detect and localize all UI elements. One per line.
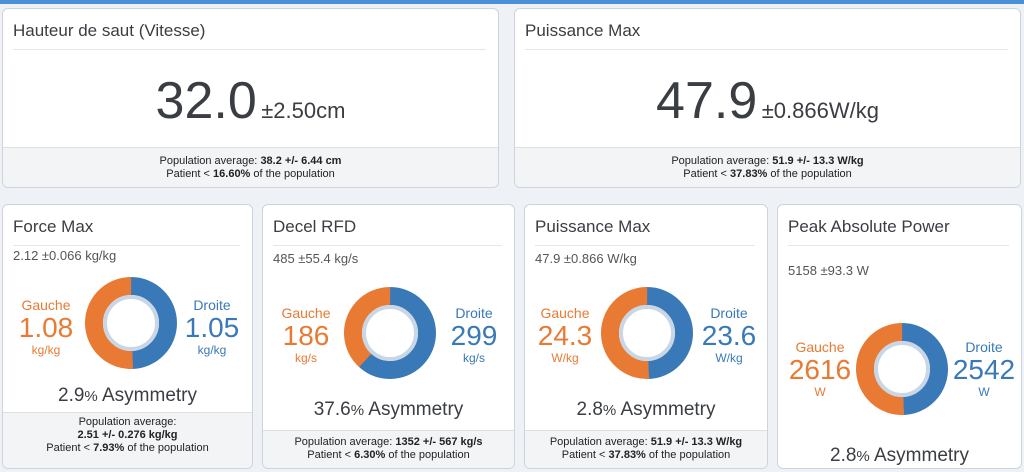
left-value: 2616: [788, 354, 852, 385]
card-hauteur-de-saut: Hauteur de saut (Vitesse) 32.0 ±2.50cm P…: [2, 8, 499, 188]
right-unit: W/kg: [715, 351, 743, 365]
metric-value: 32.0 ±2.50cm: [3, 71, 498, 131]
left-label: Gauche: [540, 305, 590, 321]
right-unit: W: [978, 385, 990, 399]
metric-error: ±0.866W/kg: [761, 98, 879, 123]
donut-inner-ring: [874, 341, 930, 397]
left-label: Gauche: [795, 339, 845, 355]
right-unit: kg/kg: [197, 343, 227, 357]
donut-inner-ring: [362, 305, 418, 361]
card-peak-absolute-power: Peak Absolute Power 5158 ±93.3 W Gauche …: [777, 204, 1022, 469]
population-footer: Population average: 1352 +/- 567 kg/s Pa…: [263, 430, 514, 468]
asymmetry-readout: 37.6% Asymmetry: [313, 399, 464, 420]
right-label: Droite: [965, 339, 1003, 355]
card-puissance-max-top: Puissance Max 47.9 ±0.866W/kg Population…: [514, 8, 1021, 188]
card-title: Puissance Max: [535, 217, 755, 246]
metric-value: 5158 ±93.3 W: [788, 263, 869, 278]
left-side: Gauche 2616 W: [782, 339, 858, 399]
left-unit: kg/kg: [31, 343, 61, 357]
left-unit: W: [814, 385, 826, 399]
right-side: Droite 23.6 W/kg: [693, 305, 765, 365]
left-side: Gauche 24.3 W/kg: [529, 305, 601, 365]
metric-number: 32.0: [155, 72, 257, 130]
asymmetry-donut: [856, 323, 948, 415]
population-average: Population average: 1352 +/- 567 kg/s: [294, 436, 483, 448]
right-value: 2542: [952, 354, 1016, 385]
right-value: 1.05: [184, 312, 240, 343]
right-side: Droite 299 kg/s: [439, 305, 509, 365]
asymmetry-readout: 2.9% Asymmetry: [58, 385, 197, 406]
metric-number: 47.9: [656, 72, 758, 130]
donut-inner-ring: [619, 305, 675, 361]
population-average: 2.51 +/- 0.276 kg/kg: [77, 429, 178, 441]
left-side: Gauche 186 kg/s: [271, 305, 341, 365]
left-label: Gauche: [281, 305, 331, 321]
donut-left-segment: [85, 277, 177, 369]
population-average: Population average: 51.9 +/- 13.3 W/kg: [671, 155, 864, 167]
left-unit: W/kg: [551, 351, 579, 365]
population-footer: Population average: 38.2 +/- 6.44 cm Pat…: [3, 147, 498, 187]
card-title: Puissance Max: [525, 21, 1008, 50]
left-label: Gauche: [21, 297, 71, 313]
right-label: Droite: [710, 305, 748, 321]
patient-percentile: Patient < 16.60% of the population: [166, 168, 335, 180]
card-puissance-max-bottom: Puissance Max 47.9 ±0.866 W/kg Gauche 24…: [524, 204, 768, 469]
right-label: Droite: [455, 305, 493, 321]
asymmetry-donut: [344, 287, 436, 379]
patient-percentile: Patient < 37.83% of the population: [683, 168, 852, 180]
left-value: 186: [282, 320, 330, 351]
card-title: Hauteur de saut (Vitesse): [13, 21, 486, 50]
asymmetry-donut: [85, 277, 177, 369]
patient-percentile: Patient < 37.83% of the population: [561, 449, 731, 461]
left-side: Gauche 1.08 kg/kg: [11, 297, 81, 357]
metric-value: 47.9 ±0.866 W/kg: [535, 251, 637, 266]
metric-value: 2.12 ±0.066 kg/kg: [13, 248, 117, 263]
population-average: Population average: 51.9 +/- 13.3 W/kg: [549, 436, 743, 448]
donut-inner-ring: [103, 295, 159, 351]
left-value: 1.08: [18, 312, 74, 343]
population-average-label: Population average:: [78, 416, 177, 428]
right-value: 299: [450, 320, 498, 351]
right-side: Droite 1.05 kg/kg: [177, 297, 247, 357]
metric-error: ±2.50cm: [261, 98, 346, 123]
asymmetry-readout: 2.8% Asymmetry: [576, 399, 716, 420]
right-side: Droite 2542 W: [946, 339, 1021, 399]
asymmetry-donut: [601, 287, 693, 379]
card-title: Force Max: [13, 217, 240, 246]
right-value: 23.6: [701, 320, 757, 351]
card-force-max: Force Max 2.12 ±0.066 kg/kg Gauche 1.08 …: [2, 204, 253, 469]
population-average: Population average: 38.2 +/- 6.44 cm: [159, 155, 342, 167]
population-footer: Population average: 51.9 +/- 13.3 W/kg P…: [525, 430, 767, 468]
right-label: Droite: [193, 297, 231, 313]
right-unit: kg/s: [462, 351, 485, 365]
card-title: Decel RFD: [273, 217, 502, 246]
patient-percentile: Patient < 7.93% of the population: [46, 442, 209, 454]
metric-value: 485 ±55.4 kg/s: [273, 251, 359, 266]
card-decel-rfd: Decel RFD 485 ±55.4 kg/s Gauche 186 kg/s…: [262, 204, 515, 469]
patient-percentile: Patient < 6.30% of the population: [307, 449, 470, 461]
top-accent-bar: [0, 0, 1024, 4]
population-footer: Population average: 2.51 +/- 0.276 kg/kg…: [3, 412, 252, 468]
left-value: 24.3: [537, 320, 593, 351]
population-footer: Population average: 51.9 +/- 13.3 W/kg P…: [515, 147, 1020, 187]
left-unit: kg/s: [294, 351, 317, 365]
card-title: Peak Absolute Power: [788, 217, 1009, 246]
asymmetry-readout: 2.8% Asymmetry: [830, 445, 969, 466]
metric-value: 47.9 ±0.866W/kg: [515, 71, 1020, 131]
